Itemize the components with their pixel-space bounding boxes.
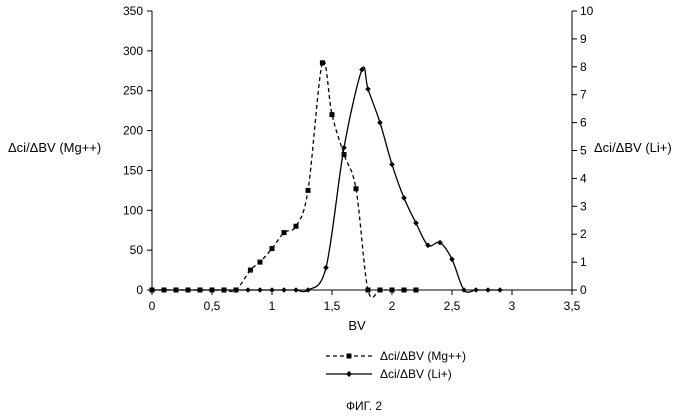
series-line-mg [152,61,416,298]
y-axis-label-right: Δci/ΔBV (Li+) [594,140,672,155]
y-left-tick-label: 300 [123,44,143,58]
data-point-mg [390,288,395,293]
y-right-tick-label: 5 [580,144,587,158]
data-point-li [473,287,479,293]
x-tick-label: 2 [389,299,396,313]
y-right-tick-label: 2 [580,227,587,241]
x-tick-label: 3 [509,299,516,313]
data-point-mg [354,186,359,191]
y-left-tick-label: 50 [130,243,144,257]
x-tick-label: 0,5 [204,299,221,313]
series-line-li [152,67,500,292]
x-axis-label: BV [348,318,366,333]
data-point-mg [366,288,371,293]
data-point-li [323,265,329,271]
legend-label-mg: Δci/ΔBV (Mg++) [380,349,466,363]
y-right-tick-label: 6 [580,116,587,130]
data-point-li [377,120,383,126]
data-point-li [485,287,491,293]
data-point-mg [270,246,275,251]
y-left-tick-label: 150 [123,163,143,177]
data-point-li [257,287,263,293]
data-point-mg [248,268,253,273]
data-point-li [413,220,419,226]
x-tick-label: 3,5 [564,299,581,313]
legend-marker-li [346,371,352,377]
data-point-mg [282,230,287,235]
y-left-tick-label: 350 [123,4,143,18]
x-tick-label: 1 [269,299,276,313]
x-tick-label: 2,5 [444,299,461,313]
data-point-li [401,195,407,201]
figure-caption: ФИГ. 2 [346,399,382,413]
y-right-tick-label: 8 [580,60,587,74]
data-point-li [305,287,311,293]
data-point-li [281,287,287,293]
data-point-li [293,287,299,293]
y-axis-label-left: Δci/ΔBV (Mg++) [8,140,101,155]
data-point-li [449,257,455,263]
legend: Δci/ΔBV (Mg++) Δci/ΔBV (Li+) [326,349,466,381]
data-point-li [269,287,275,293]
y-right-tick-label: 10 [580,4,594,18]
plot-series [149,60,503,297]
x-tick-label: 0 [149,299,156,313]
data-point-mg [306,188,311,193]
data-point-li [497,287,503,293]
y-left-tick-label: 250 [123,84,143,98]
data-point-mg [330,112,335,117]
data-point-mg [378,288,383,293]
data-point-li [365,86,371,92]
y-left-tick-label: 100 [123,203,143,217]
data-point-li [245,287,251,293]
legend-marker-mg [347,354,352,359]
y-left-tick-label: 0 [136,283,143,297]
y-left-tick-label: 200 [123,124,143,138]
data-point-mg [402,288,407,293]
legend-label-li: Δci/ΔBV (Li+) [380,367,452,381]
data-point-mg [258,260,263,265]
y-right-tick-label: 3 [580,199,587,213]
x-tick-label: 1,5 [324,299,341,313]
data-point-li [389,162,395,168]
y-right-tick-label: 4 [580,171,587,185]
data-point-mg [414,288,419,293]
y-right-tick-label: 7 [580,88,587,102]
y-right-tick-label: 1 [580,255,587,269]
data-point-mg [320,60,325,65]
y-right-tick-label: 0 [580,283,587,297]
data-point-mg [294,224,299,229]
y-right-tick-label: 9 [580,32,587,46]
axes: 0 0,5 1 1,5 2 2,5 3 3,5 0 50 100 150 200 250 300 350 0 1 2… [123,4,594,313]
